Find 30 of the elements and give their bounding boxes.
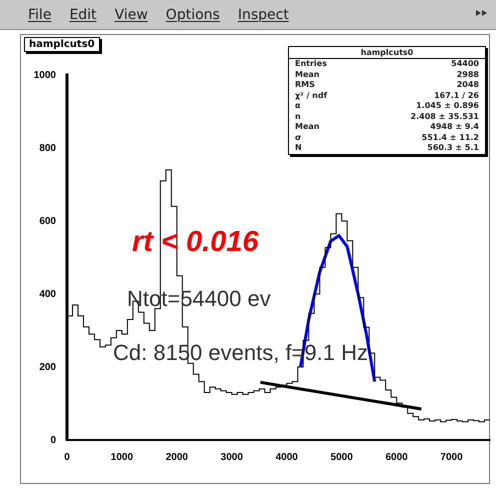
x-tick-label: 1000 — [110, 452, 134, 463]
text: χ² / ndf 167.1 / 26 — [295, 90, 479, 100]
text: Entries 54400 — [295, 59, 479, 68]
text: Edit — [69, 6, 97, 22]
x-tick-label: 6000 — [385, 452, 408, 463]
y-tick-label: 800 — [39, 142, 56, 154]
text: Inspect — [238, 6, 289, 22]
x-tick-label: 0 — [64, 452, 70, 463]
y-tick-label: 400 — [39, 288, 56, 300]
text: Mean 4948 ± 9.4 — [295, 122, 479, 131]
text: α 1.045 ± 0.896 — [295, 101, 479, 110]
y-tick-label: 600 — [39, 216, 56, 227]
chart-title: hamplcuts0 — [289, 47, 485, 59]
y-tick-label: 1000 — [34, 70, 56, 81]
text: N 560.3 ± 5.1 — [295, 143, 479, 152]
x-tick-label: 3000 — [220, 452, 244, 463]
x-tick-label: 7000 — [440, 452, 464, 463]
text: File — [28, 6, 52, 22]
y-tick-label: 0 — [50, 434, 56, 446]
text: n 2.408 ± 35.531 — [295, 112, 479, 120]
chart-title: hamplcuts0 — [29, 39, 95, 50]
x-tick-label: 2000 — [166, 452, 188, 463]
text: σ 551.4 ± 11.2 — [295, 132, 479, 142]
text: RMS 2048 — [295, 80, 479, 89]
text: Options — [166, 6, 220, 22]
x-tick-label: 5000 — [330, 452, 354, 463]
text: Mean 2988 — [295, 70, 479, 78]
text: View — [114, 6, 148, 22]
x-tick-label: 4000 — [276, 452, 298, 463]
y-tick-label: 200 — [39, 362, 56, 373]
